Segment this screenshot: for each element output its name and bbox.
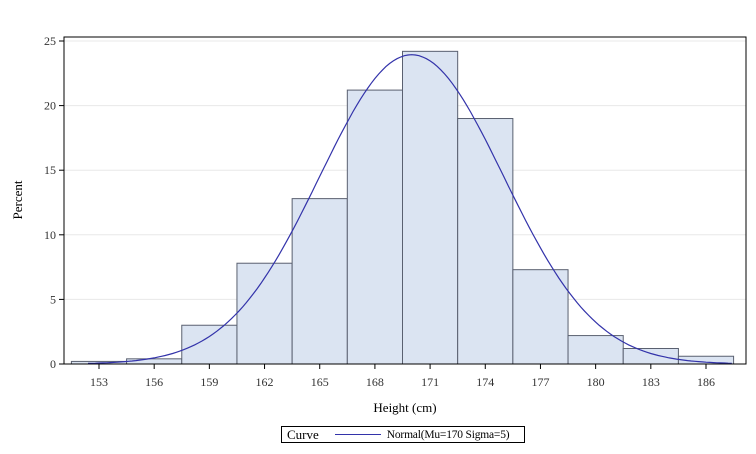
histogram-bar <box>457 118 514 365</box>
histogram-bar <box>512 269 569 365</box>
x-tick-label: 162 <box>256 375 274 389</box>
y-tick-label: 20 <box>44 99 56 113</box>
x-tick-label: 183 <box>642 375 660 389</box>
x-tick-label: 174 <box>476 375 494 389</box>
x-tick-label: 156 <box>145 375 163 389</box>
y-tick-label: 10 <box>44 228 56 242</box>
legend-title: Curve <box>287 426 319 442</box>
x-tick-label: 177 <box>531 375 549 389</box>
x-tick-label: 153 <box>90 375 108 389</box>
x-tick-label: 171 <box>421 375 439 389</box>
histogram-bars <box>70 50 735 365</box>
x-tick-label: 165 <box>311 375 329 389</box>
normal-density-curve <box>87 54 732 364</box>
y-tick-label: 25 <box>44 34 56 48</box>
x-tick-label: 168 <box>366 375 384 389</box>
legend-entry-label: Normal(Mu=170 Sigma=5) <box>386 428 510 441</box>
histogram-bar <box>402 50 459 365</box>
histogram-bar <box>291 198 348 365</box>
histogram-bar <box>126 358 183 365</box>
x-axis-label: Height (cm) <box>373 400 436 415</box>
x-tick-label: 186 <box>697 375 715 389</box>
histogram-bar <box>622 347 679 365</box>
legend-line-swatch-icon <box>334 434 381 435</box>
x-axis-ticks: 153 156 159 162 165 168 171 174 177 180 183 186 <box>90 364 715 389</box>
y-tick-label: 0 <box>50 357 56 371</box>
x-tick-label: 180 <box>587 375 605 389</box>
histogram-bar <box>346 89 403 365</box>
x-tick-label: 159 <box>200 375 218 389</box>
y-axis-ticks: 0 5 10 15 20 25 <box>44 34 64 371</box>
histogram-bar <box>567 335 624 365</box>
plot-frame <box>63 36 747 365</box>
y-tick-label: 15 <box>44 163 56 177</box>
legend: Curve Normal(Mu=170 Sigma=5) <box>281 426 525 443</box>
y-axis-label: Percent <box>10 180 25 219</box>
histogram-bar <box>181 324 238 365</box>
y-tick-label: 5 <box>50 292 56 306</box>
